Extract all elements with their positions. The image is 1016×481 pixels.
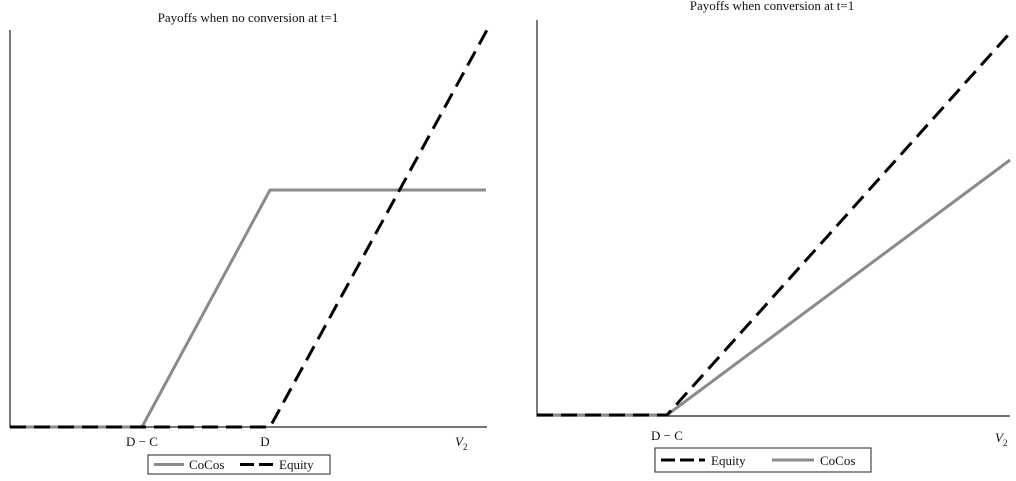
axis-label-sub: 2 — [1003, 438, 1008, 448]
legend-label: CoCos — [189, 457, 224, 472]
panel-left: Payoffs when no conversion at t=1 D − C … — [9, 10, 489, 475]
axis-label-sub: 2 — [463, 442, 468, 452]
cocos-line — [537, 158, 1011, 417]
equity-line — [537, 31, 1012, 417]
legend-label: CoCos — [820, 453, 855, 468]
legend-label: Equity — [279, 457, 314, 472]
cocos-line — [10, 188, 486, 429]
equity-line — [10, 29, 489, 429]
legend-box — [654, 447, 872, 473]
x-label: D − C — [651, 428, 683, 443]
axes — [536, 20, 1010, 417]
axis-label: V2 — [995, 430, 1007, 448]
legend-box — [147, 454, 331, 475]
axis-label-main: V — [455, 434, 465, 449]
panel-title: Payoffs when conversion at t=1 — [690, 0, 855, 13]
x-label: D — [260, 434, 269, 449]
legend-label: Equity — [711, 453, 746, 468]
x-label: D − C — [126, 434, 158, 449]
panel-title: Payoffs when no conversion at t=1 — [158, 10, 339, 25]
axis-label-main: V — [995, 430, 1005, 445]
panel-right: Payoffs when conversion at t=1 D − C V2 … — [536, 0, 1012, 473]
axis-label: V2 — [455, 434, 467, 452]
